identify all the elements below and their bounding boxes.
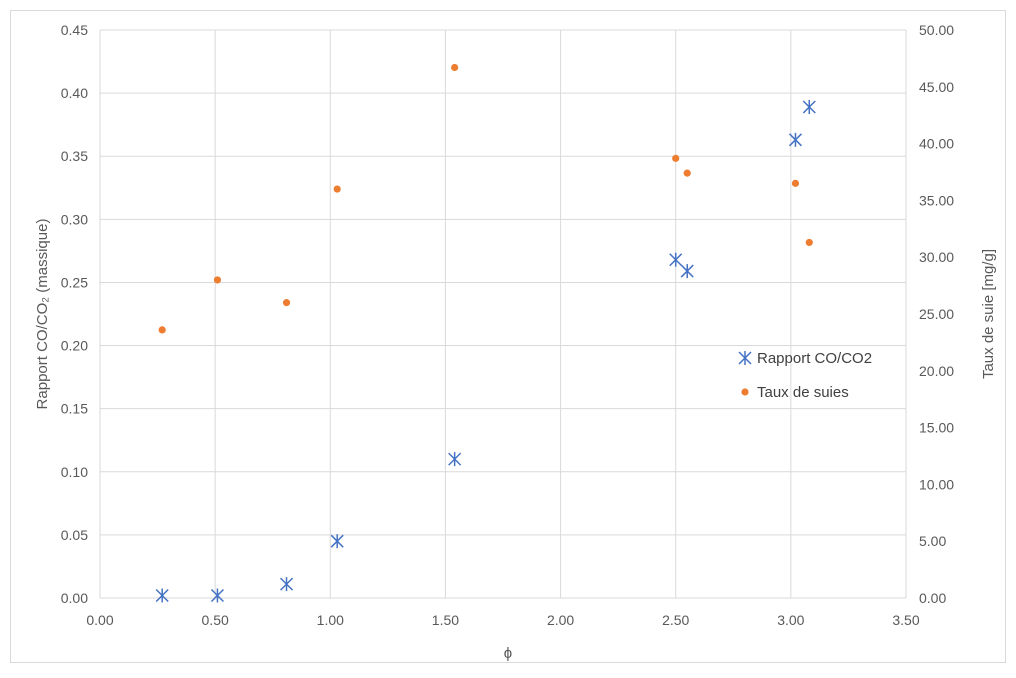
y-left-tick-label: 0.15 [61,401,88,417]
axes: 0.00 0.50 1.00 1.50 2.00 2.50 3.00 3.500.000.05… [61,22,954,628]
data-point-circle [158,326,166,334]
y-right-tick-label: 40.00 [919,136,954,152]
data-point-circle [451,63,459,72]
y-right-tick-label: 25.00 [919,306,954,322]
legend-marker-asterisk [738,351,752,365]
data-point-asterisk [448,452,462,467]
y-left-tick-label: 0.45 [61,22,88,38]
x-tick-label: 1.50 [432,612,459,628]
x-tick-label: 0.00 [86,612,113,628]
series-taux-de-suies [158,63,813,334]
data-point-circle [683,169,691,177]
data-point-asterisk [669,252,683,267]
data-point-asterisk [210,588,224,603]
y-axis-right-title: Taux de suie [mg/g] [980,249,997,379]
y-right-tick-label: 20.00 [919,363,954,379]
x-tick-label: 1.00 [317,612,344,628]
x-tick-label: 2.50 [662,612,689,628]
y-left-tick-label: 0.20 [61,338,88,354]
x-tick-label: 2.00 [547,612,574,628]
y-left-tick-label: 0.30 [61,211,88,227]
y-right-tick-label: 45.00 [919,79,954,95]
legend-entry-label: Rapport CO/CO2 [757,350,872,367]
y-left-tick-label: 0.35 [61,148,88,164]
x-tick-label: 3.00 [777,612,804,628]
data-point-circle [333,185,341,193]
data-point-asterisk [680,264,694,279]
x-tick-label: 0.50 [202,612,229,628]
series-rapport-co-co2 [155,99,816,603]
series-layer [155,63,816,603]
data-point-asterisk [155,588,169,603]
y-left-tick-label: 0.25 [61,274,88,290]
x-axis-title: ϕ [504,645,512,662]
data-point-asterisk [802,99,816,114]
y-right-tick-label: 30.00 [919,249,954,265]
y-right-tick-label: 10.00 [919,476,954,492]
chart-border [10,10,1006,663]
data-point-asterisk [788,132,802,147]
legend-entry-label: Taux de suies [757,384,849,401]
data-point-circle [213,276,222,284]
data-point-asterisk [280,577,294,592]
y-right-tick-label: 15.00 [919,420,954,436]
data-point-circle [282,299,291,307]
data-point-asterisk [330,534,344,549]
legend: Rapport CO/CO2 Taux de suies [738,350,872,401]
x-tick-label: 3.50 [892,612,919,628]
y-left-tick-label: 0.00 [61,590,88,606]
y-right-tick-label: 50.00 [919,22,954,38]
y-right-tick-label: 5.00 [919,533,946,549]
data-point-circle [672,154,680,162]
y-left-tick-label: 0.40 [61,85,88,101]
y-axis-left-title: Rapport CO/CO₂ (massique) [34,219,51,410]
y-right-tick-label: 0.00 [919,590,946,606]
data-point-circle [805,238,813,247]
gridlines [99,29,907,599]
data-point-circle [791,179,800,187]
legend-marker-circle [741,388,749,396]
y-left-tick-label: 0.05 [61,527,88,543]
y-right-tick-label: 35.00 [919,192,954,208]
y-left-tick-label: 0.10 [61,464,88,480]
